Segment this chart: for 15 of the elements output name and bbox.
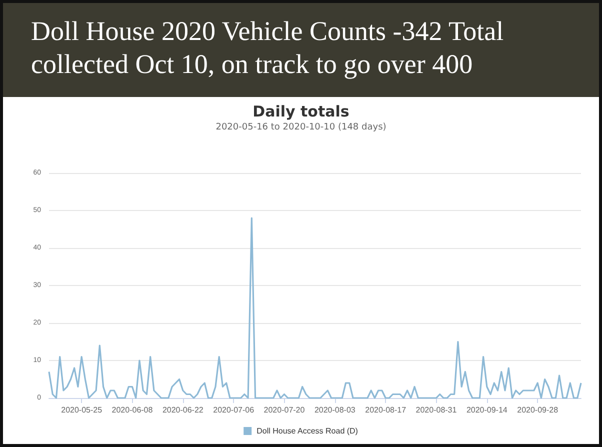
chart-title: Daily totals [252,102,350,120]
line-series [48,217,582,399]
x-tick-label: 2020-09-28 [517,406,559,414]
chart-subtitle: 2020-05-16 to 2020-10-10 (148 days) [216,122,386,132]
x-tick-label: 2020-07-06 [213,406,255,414]
x-tick-label: 2020-06-08 [112,406,154,414]
x-tick-label: 2020-08-17 [365,406,407,414]
x-tick-label: 2020-08-31 [416,406,458,414]
x-tick-label: 2020-05-25 [61,406,103,414]
x-tick-label: 2020-09-14 [466,406,508,414]
x-tick-label: 2020-08-03 [314,406,356,414]
legend-label: Doll House Access Road (D) [256,426,358,436]
text: Doll House 2020 Vehicle Counts -342 Total collected Oct 10, on track to go over 400 [31,15,505,81]
x-tick-label: 2020-06-22 [162,406,204,414]
x-tick-label: 2020-07-20 [264,406,306,414]
